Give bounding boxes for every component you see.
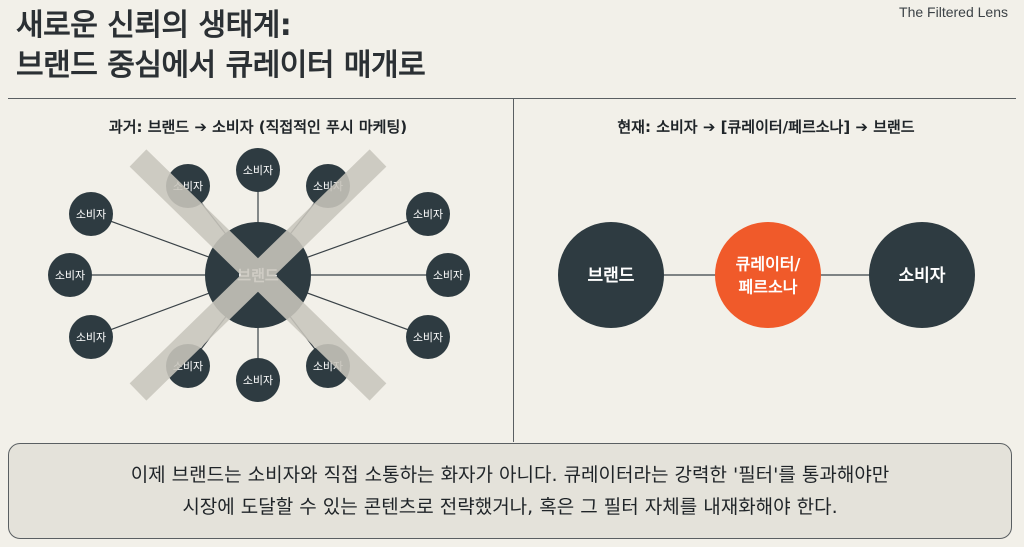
consumer-node-circle [69, 315, 113, 359]
vertical-divider [513, 98, 514, 442]
page-title-line1: 새로운 신뢰의 생태계: [16, 8, 292, 43]
consumer-node: 소비자 [236, 358, 280, 402]
consumer-node-label: 소비자 [413, 331, 443, 344]
consumer-node-label: 소비자 [433, 269, 463, 282]
caption-line1: 이제 브랜드는 소비자와 직접 소통하는 화자가 아니다. 큐레이터라는 강력한… [130, 464, 890, 486]
consumer-node-circle [236, 358, 280, 402]
brand-node: 브랜드 [558, 222, 664, 328]
consumer-node: 소비자 [406, 315, 450, 359]
cross-out-icon [129, 149, 387, 401]
left-panel-title: 과거: 브랜드 ➔ 소비자 (직접적인 푸시 마케팅) [108, 118, 408, 136]
caption-box: 이제 브랜드는 소비자와 직접 소통하는 화자가 아니다. 큐레이터라는 강력한… [8, 443, 1012, 539]
brand-name: The Filtered Lens [899, 4, 1008, 20]
right-diagram: 브랜드 큐레이터/페르소나 소비자 [558, 222, 975, 328]
consumer-node-label: 소비자 [243, 374, 273, 387]
right-panel-title: 현재: 소비자 ➔ [큐레이터/페르소나] ➔ 브랜드 [617, 118, 915, 136]
consumer-node-label: 소비자 [243, 164, 273, 177]
curator-node: 큐레이터/페르소나 [715, 222, 821, 328]
consumer-node-circle [406, 192, 450, 236]
consumer-node: 소비자 [48, 253, 92, 297]
consumer-node-circle [48, 253, 92, 297]
page-title-line2: 브랜드 중심에서 큐레이터 매개로 [16, 48, 426, 83]
consumer-node: 소비자 [69, 192, 113, 236]
consumer-node: 소비자 [406, 192, 450, 236]
consumer-node: 소비자 [869, 222, 975, 328]
cross-bar [129, 149, 387, 401]
consumer-node: 소비자 [236, 148, 280, 192]
curator-node-circle [715, 222, 821, 328]
consumer-node-circle [236, 148, 280, 192]
consumer-node: 소비자 [426, 253, 470, 297]
consumer-node-label: 소비자 [899, 266, 946, 286]
consumer-node-label: 소비자 [76, 331, 106, 344]
consumer-node-circle [406, 315, 450, 359]
consumer-node: 소비자 [69, 315, 113, 359]
curator-node-label-line1: 큐레이터/ [736, 255, 801, 274]
consumer-node-circle [869, 222, 975, 328]
brand-node-label: 브랜드 [588, 266, 635, 286]
consumer-node-circle [426, 253, 470, 297]
consumer-node-label: 소비자 [413, 208, 443, 221]
page-title: 새로운 신뢰의 생태계: 브랜드 중심에서 큐레이터 매개로 [16, 6, 426, 86]
horizontal-divider [8, 98, 1016, 99]
caption-line2: 시장에 도달할 수 있는 콘텐츠로 전략했거나, 혹은 그 필터 자체를 내재화… [182, 496, 838, 518]
consumer-node-label: 소비자 [55, 269, 85, 282]
curator-node-label-line2: 페르소나 [739, 278, 798, 297]
consumer-node-circle [69, 192, 113, 236]
consumer-node-label: 소비자 [76, 208, 106, 221]
brand-node-circle [558, 222, 664, 328]
